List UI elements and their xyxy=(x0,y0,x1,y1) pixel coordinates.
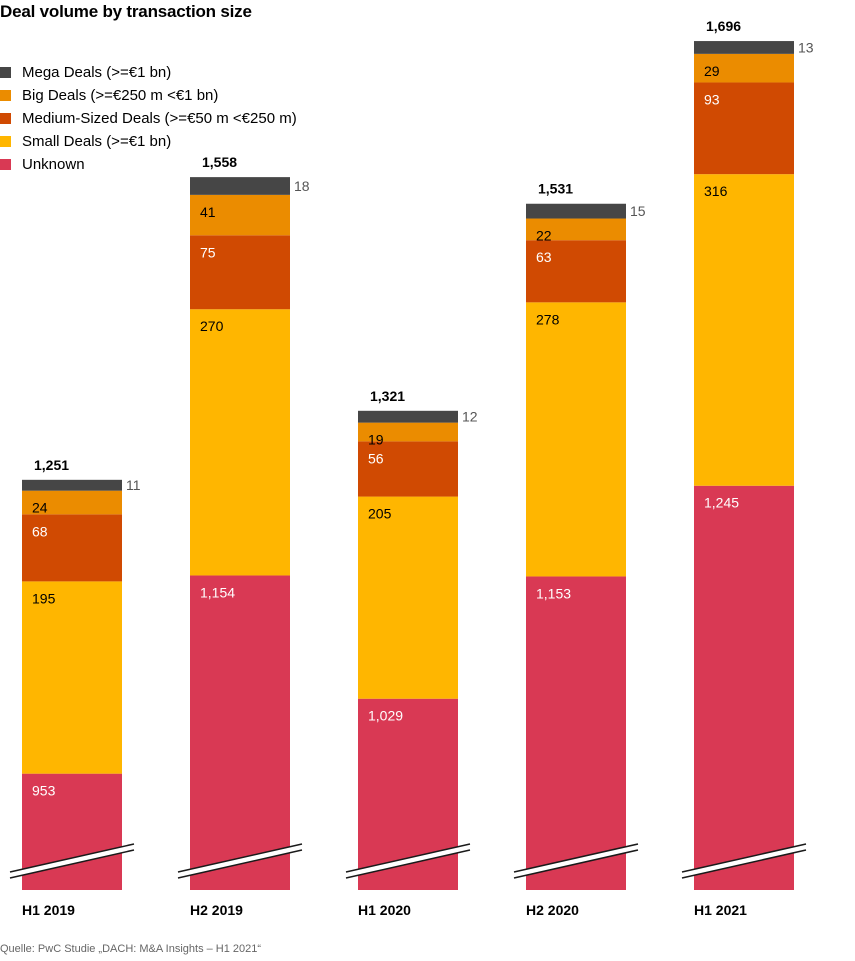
data-label: 195 xyxy=(32,590,56,606)
total-label: 1,251 xyxy=(34,457,69,473)
bar-segment xyxy=(358,441,458,497)
legend-item: Medium-Sized Deals (>=€50 m <€250 m) xyxy=(0,107,297,130)
data-label: 18 xyxy=(294,178,310,194)
bar-segment xyxy=(190,235,290,310)
data-label: 68 xyxy=(32,523,48,539)
data-label: 63 xyxy=(536,249,552,265)
data-label: 205 xyxy=(368,506,392,522)
bar-segment xyxy=(22,490,122,515)
legend-swatch xyxy=(0,67,11,78)
legend-label: Mega Deals (>=€1 bn) xyxy=(22,64,172,81)
legend-item: Small Deals (>=€1 bn) xyxy=(0,130,297,153)
total-label: 1,321 xyxy=(370,388,405,404)
axis-break-line xyxy=(345,849,471,879)
axis-break-line xyxy=(681,843,807,873)
source-note: Quelle: PwC Studie „DACH: M&A Insights –… xyxy=(0,943,262,955)
axis-break-gap xyxy=(514,844,638,878)
bar-segment xyxy=(358,496,458,699)
bar-segment xyxy=(526,302,626,577)
axis-break-line xyxy=(177,849,303,879)
data-label: 270 xyxy=(200,318,224,334)
bar-segment xyxy=(526,576,626,890)
axis-break-line xyxy=(681,849,807,879)
data-label: 29 xyxy=(704,63,720,79)
data-label: 19 xyxy=(368,432,384,448)
bar-segment xyxy=(190,194,290,236)
bar-segment xyxy=(22,581,122,774)
data-label: 75 xyxy=(200,244,216,260)
data-label: 22 xyxy=(536,228,552,244)
data-label: 1,029 xyxy=(368,708,403,724)
axis-break-gap xyxy=(10,844,134,878)
data-label: 12 xyxy=(462,409,478,425)
data-label: 93 xyxy=(704,91,720,107)
data-label: 41 xyxy=(200,204,216,220)
legend-swatch xyxy=(0,90,11,101)
bar-segment xyxy=(22,514,122,582)
category-label: H1 2020 xyxy=(358,902,411,918)
bar-segment xyxy=(694,53,794,83)
bar-segment xyxy=(694,82,794,175)
bar-segment xyxy=(190,177,290,195)
data-label: 1,245 xyxy=(704,495,739,511)
legend-item: Mega Deals (>=€1 bn) xyxy=(0,61,297,84)
axis-break-line xyxy=(177,843,303,873)
data-label: 316 xyxy=(704,183,728,199)
data-label: 15 xyxy=(630,203,646,219)
total-label: 1,531 xyxy=(538,181,573,197)
data-label: 24 xyxy=(32,500,48,516)
bar-segment xyxy=(526,203,626,219)
category-label: H1 2021 xyxy=(694,902,747,918)
legend-swatch xyxy=(0,136,11,147)
bar-segment xyxy=(526,240,626,303)
axis-break-line xyxy=(513,849,639,879)
bar-segment xyxy=(190,309,290,576)
legend-item: Unknown xyxy=(0,153,297,176)
data-label: 13 xyxy=(798,39,814,55)
bar-segment xyxy=(694,485,794,890)
legend-label: Small Deals (>=€1 bn) xyxy=(22,133,172,150)
legend: Mega Deals (>=€1 bn) Big Deals (>=€250 m … xyxy=(0,61,297,176)
bar-segment xyxy=(22,479,122,491)
axis-break-line xyxy=(9,843,135,873)
legend-label: Big Deals (>=€250 m <€1 bn) xyxy=(22,87,219,104)
data-label: 56 xyxy=(368,450,384,466)
axis-break-gap xyxy=(682,844,806,878)
legend-swatch xyxy=(0,159,11,170)
bar-segment xyxy=(358,422,458,442)
bar-segment xyxy=(358,410,458,423)
axis-break-line xyxy=(513,843,639,873)
data-label: 11 xyxy=(126,477,141,493)
category-label: H1 2019 xyxy=(22,902,75,918)
axis-break-line xyxy=(345,843,471,873)
chart-title: Deal volume by transaction size xyxy=(0,2,252,21)
category-label: H2 2020 xyxy=(526,902,579,918)
legend-swatch xyxy=(0,113,11,124)
bar-segment xyxy=(694,41,794,54)
category-label: H2 2019 xyxy=(190,902,243,918)
data-label: 278 xyxy=(536,311,560,327)
axis-break-gap xyxy=(178,844,302,878)
legend-label: Medium-Sized Deals (>=€50 m <€250 m) xyxy=(22,110,297,127)
axis-break-line xyxy=(9,849,135,879)
data-label: 1,154 xyxy=(200,584,235,600)
bar-segment xyxy=(526,218,626,241)
bar-segment xyxy=(190,575,290,890)
total-label: 1,696 xyxy=(706,18,741,34)
data-label: 1,153 xyxy=(536,585,571,601)
axis-break-gap xyxy=(346,844,470,878)
legend-label: Unknown xyxy=(22,156,85,173)
total-label: 1,558 xyxy=(202,154,237,170)
data-label: 953 xyxy=(32,783,56,799)
bar-segment xyxy=(694,174,794,486)
legend-item: Big Deals (>=€250 m <€1 bn) xyxy=(0,84,297,107)
